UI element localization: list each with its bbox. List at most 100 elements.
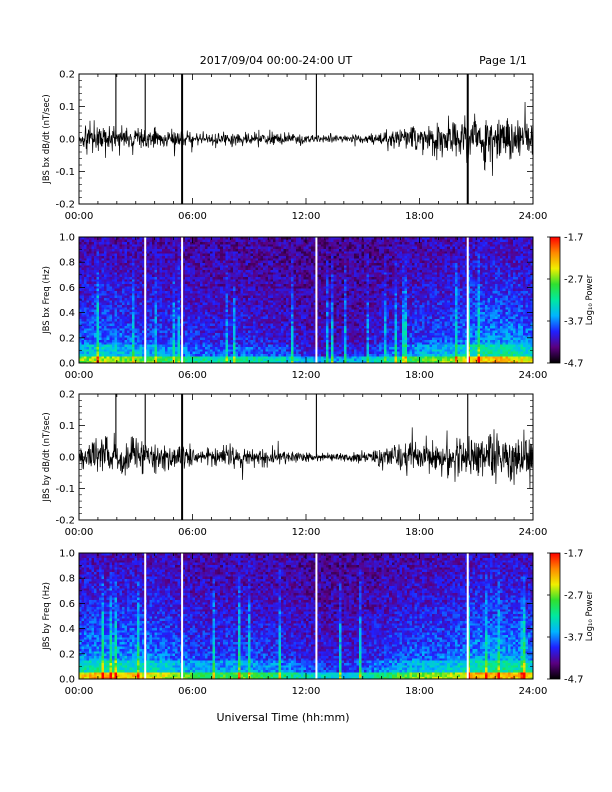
- spectrogram-cell: [273, 321, 277, 324]
- spectrogram-cell: [232, 353, 236, 357]
- spectrogram-cell: [278, 325, 282, 329]
- spectrogram-cell: [275, 360, 279, 364]
- spectrogram-cell: [298, 251, 302, 254]
- spectrogram-cell: [298, 272, 302, 275]
- spectrogram-cell: [134, 349, 138, 352]
- spectrogram-cell: [235, 349, 239, 352]
- spectrogram-cell: [288, 286, 292, 289]
- spectrogram-cell: [237, 328, 241, 331]
- spectrogram-cell: [114, 246, 118, 249]
- spectrogram-cell: [114, 351, 118, 354]
- spectrogram-cell: [225, 344, 229, 347]
- spectrogram-cell: [197, 325, 201, 329]
- spectrogram-cell: [111, 304, 115, 308]
- spectrogram-cell: [230, 262, 234, 266]
- spectrogram-cell: [237, 346, 241, 350]
- spectrogram-cell: [258, 316, 261, 319]
- spectrogram-cell: [268, 356, 271, 359]
- spectrogram-cell: [290, 307, 294, 310]
- spectrogram-cell: [268, 321, 271, 324]
- spectrogram-cell: [131, 267, 135, 270]
- spectrogram-cell: [174, 295, 178, 298]
- spectrogram-cell: [187, 267, 191, 270]
- spectrogram-cell: [124, 339, 128, 343]
- spectrogram-cell: [159, 314, 163, 317]
- spectrogram-cell: [129, 262, 133, 266]
- spectrogram-cell: [86, 335, 90, 338]
- spectrogram-cell: [106, 307, 110, 310]
- spectrogram-cell: [283, 274, 287, 277]
- spectrogram-cell: [225, 267, 229, 270]
- spectrogram-cell: [154, 351, 158, 354]
- spectrogram-cell: [247, 283, 251, 287]
- spectrogram-cell: [295, 251, 299, 254]
- spectrogram-cell: [207, 269, 211, 273]
- spectrogram-cell: [91, 279, 95, 282]
- spectrogram-cell: [290, 360, 294, 364]
- spectrogram-cell: [89, 251, 92, 254]
- spectrogram-cell: [278, 358, 282, 361]
- spectrogram-cell: [197, 316, 201, 319]
- spectrogram-cell: [129, 248, 133, 252]
- spectrogram-cell: [195, 325, 198, 329]
- spectrogram-cell: [230, 339, 234, 343]
- spectrogram-cell: [106, 253, 110, 256]
- spectrogram-cell: [131, 297, 135, 301]
- spectrogram-cell: [159, 295, 163, 298]
- spectrogram-cell: [121, 255, 125, 259]
- spectrogram-cell: [164, 325, 168, 329]
- spectrogram-cell: [96, 269, 100, 273]
- spectrogram-cell: [119, 246, 123, 249]
- spectrogram-cell: [220, 346, 224, 350]
- spectrogram-cell: [189, 293, 193, 296]
- spectrogram-cell: [174, 265, 178, 268]
- spectrogram-cell: [220, 349, 224, 352]
- spectrogram-cell: [298, 244, 302, 247]
- spectrogram-cell: [114, 258, 118, 261]
- spectrogram-cell: [101, 307, 105, 310]
- spectrogram-cell: [126, 288, 130, 291]
- spectrogram-cell: [205, 318, 208, 322]
- spectrogram-cell: [101, 279, 105, 282]
- spectrogram-cell: [111, 321, 115, 324]
- spectrogram-cell: [200, 267, 203, 270]
- spectrogram-cell: [247, 244, 251, 247]
- spectrogram-cell: [192, 246, 196, 249]
- spectrogram-cell: [121, 339, 125, 343]
- spectrogram-cell: [210, 300, 213, 303]
- spectrogram-cell: [247, 293, 251, 296]
- spectrogram-cell: [182, 265, 186, 268]
- spectrogram-cell: [111, 300, 115, 303]
- spectrogram-cell: [152, 288, 155, 291]
- spectrogram-cell: [104, 307, 108, 310]
- spectrogram-cell: [237, 262, 241, 266]
- spectrogram-cell: [101, 276, 105, 280]
- spectrogram-cell: [220, 281, 224, 284]
- spectrogram-cell: [89, 337, 92, 340]
- spectrogram-cell: [280, 288, 284, 291]
- spectrogram-cell: [268, 349, 271, 352]
- spectrogram-cell: [205, 349, 208, 352]
- spectrogram-cell: [104, 335, 108, 338]
- spectrogram-cell: [162, 314, 166, 317]
- spectrogram-cell: [157, 265, 161, 268]
- spectrogram-cell: [139, 295, 143, 298]
- spectrogram-cell: [169, 241, 173, 245]
- spectrogram-cell: [79, 288, 82, 291]
- spectrogram-cell: [99, 304, 102, 308]
- spectrogram-cell: [99, 283, 102, 287]
- spectrogram-cell: [202, 239, 206, 242]
- spectrogram-cell: [258, 241, 261, 245]
- spectrogram-cell: [111, 260, 115, 263]
- spectrogram-cell: [96, 339, 100, 343]
- spectrogram-cell: [111, 349, 115, 352]
- spectrogram-cell: [109, 300, 113, 303]
- spectrogram-cell: [149, 342, 153, 345]
- spectrogram-cell: [182, 297, 186, 301]
- spectrogram-cell: [124, 314, 128, 317]
- spectrogram-cell: [174, 353, 178, 357]
- spectrogram-cell: [121, 265, 125, 268]
- spectrogram-cell: [227, 302, 231, 305]
- spectrogram-cell: [84, 330, 87, 333]
- spectrogram-cell: [184, 321, 188, 324]
